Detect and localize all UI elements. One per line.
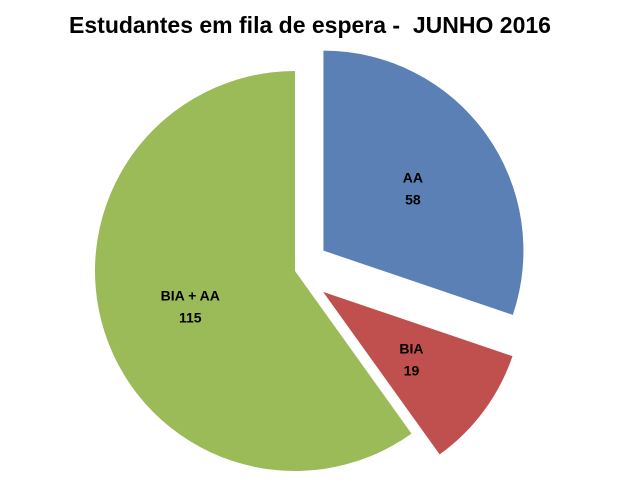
slice-value-label: 19 [404, 362, 420, 378]
slice-label: BIA [399, 340, 423, 356]
pie-slice-aa [323, 50, 524, 315]
chart-title: Estudantes em fila de espera - JUNHO 201… [69, 12, 551, 38]
slice-value-label: 58 [405, 192, 421, 208]
slice-label: AA [403, 170, 423, 186]
slice-label: BIA + AA [161, 288, 220, 304]
pie-slice-bia [323, 291, 513, 455]
slice-value-label: 115 [179, 310, 202, 326]
pie-slice-bia-aa [95, 71, 412, 471]
